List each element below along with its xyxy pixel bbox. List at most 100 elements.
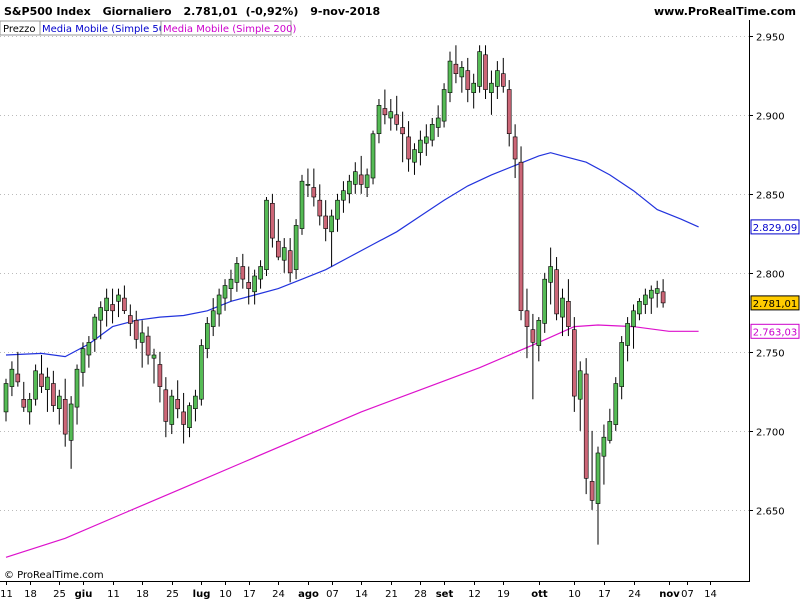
candle-body-up	[68, 403, 74, 441]
candle-body-up	[222, 285, 228, 299]
x-month-label: nov	[659, 589, 680, 600]
x-month-label: giu	[75, 589, 93, 600]
candle	[400, 111, 405, 163]
candle	[554, 257, 559, 321]
x-tick-label: 10	[568, 589, 581, 600]
candle-body-up	[364, 174, 370, 188]
candle	[471, 73, 477, 109]
candle	[329, 209, 334, 267]
candle	[51, 370, 56, 412]
candle	[33, 364, 38, 406]
x-tick-label: 11	[0, 589, 13, 600]
candle	[252, 269, 257, 305]
candle-body-up	[447, 60, 453, 93]
candle	[270, 193, 275, 248]
candle	[98, 301, 103, 340]
candle-body-down	[554, 269, 559, 315]
y-tick-label: 2.900	[756, 112, 785, 123]
x-tick-label: 25	[166, 589, 179, 600]
candle-body-up	[613, 383, 619, 425]
candle	[607, 408, 613, 444]
chart-title: S&P500 Index Giornaliero 2.781,01 (-0,92…	[4, 5, 380, 18]
legend-price[interactable]: Prezzo	[3, 24, 36, 35]
candle-body-up	[27, 398, 33, 413]
candle	[613, 377, 619, 431]
x-tick-label: 07	[326, 589, 339, 600]
candle	[216, 288, 222, 327]
candle	[104, 288, 109, 327]
legend-ma50[interactable]: Media Mobile (Simple 50)	[42, 24, 169, 35]
x-tick-label: 11	[107, 589, 120, 600]
value-label-box	[750, 219, 800, 235]
ma200-series	[5, 324, 699, 558]
copyright: © ProRealTime.com	[4, 570, 104, 581]
candle	[495, 61, 500, 100]
candle	[459, 61, 465, 93]
candle-body-down	[524, 310, 530, 327]
candle-body-down	[181, 411, 186, 425]
value-label-box	[750, 295, 800, 311]
value-label-price: 2.781,01	[753, 299, 798, 310]
candle-body-up	[637, 300, 642, 315]
candle-body-down	[400, 127, 405, 135]
candle-body-up	[429, 124, 435, 141]
x-tick-label: 17	[598, 589, 611, 600]
candle-body-down	[660, 291, 666, 304]
candle	[56, 389, 62, 425]
legend-ma200[interactable]: Media Mobile (Simple 200)	[163, 24, 297, 35]
candle	[240, 253, 246, 289]
candle-body-down	[518, 161, 524, 311]
candle	[512, 124, 518, 179]
candle-body-down	[382, 108, 388, 116]
y-tick-label: 2.650	[756, 507, 785, 518]
candle-body-up	[56, 395, 62, 410]
candle-body-up	[234, 263, 240, 283]
candle-body-up	[305, 184, 311, 186]
candle	[86, 336, 92, 368]
candle	[222, 279, 228, 311]
candle	[317, 184, 323, 226]
y-tick-label: 2.700	[756, 428, 785, 439]
candle-body-down	[145, 335, 151, 356]
candle-body-up	[293, 225, 299, 270]
candle	[542, 272, 548, 333]
x-tick-label: 07	[681, 589, 694, 600]
candle-body-up	[329, 215, 334, 233]
candle-body-down	[133, 319, 139, 340]
candle-body-up	[423, 136, 429, 144]
x-tick-label: 18	[136, 589, 149, 600]
candle-body-up	[435, 117, 441, 128]
candle	[435, 105, 441, 137]
ma200-line	[5, 324, 699, 558]
x-axis: 11 18 25 giu 11 18 25 lug 10 17 24 ago 07 14 21 28 set 12…	[0, 581, 717, 600]
candle	[394, 95, 400, 131]
candle	[299, 174, 305, 235]
candle-body-down	[157, 364, 163, 387]
candle	[648, 285, 654, 314]
candle-body-down	[589, 481, 595, 501]
candle	[228, 269, 234, 302]
candle-body-up	[92, 316, 98, 340]
chart-date: 9-nov-2018	[310, 5, 380, 18]
candle-body-up	[33, 370, 38, 400]
candle-body-up	[341, 190, 346, 201]
candle-body-up	[388, 111, 394, 119]
ma50-series	[5, 152, 699, 358]
candle-body-down	[358, 174, 364, 185]
candle-body-down	[175, 398, 180, 410]
candle	[139, 320, 145, 368]
candle	[68, 396, 74, 469]
candle-body-up	[648, 289, 654, 299]
period-label: Giornaliero	[103, 5, 172, 18]
x-tick-label: 21	[385, 589, 398, 600]
candle-body-up	[542, 278, 548, 324]
candle-body-down	[287, 250, 293, 274]
x-tick-label: 24	[272, 589, 285, 600]
candle-body-up	[536, 319, 542, 346]
candle-body-up	[577, 370, 583, 400]
candle	[341, 181, 346, 213]
change-percent: (-0,92%)	[246, 5, 299, 18]
candle	[335, 193, 340, 232]
candle	[560, 288, 565, 337]
